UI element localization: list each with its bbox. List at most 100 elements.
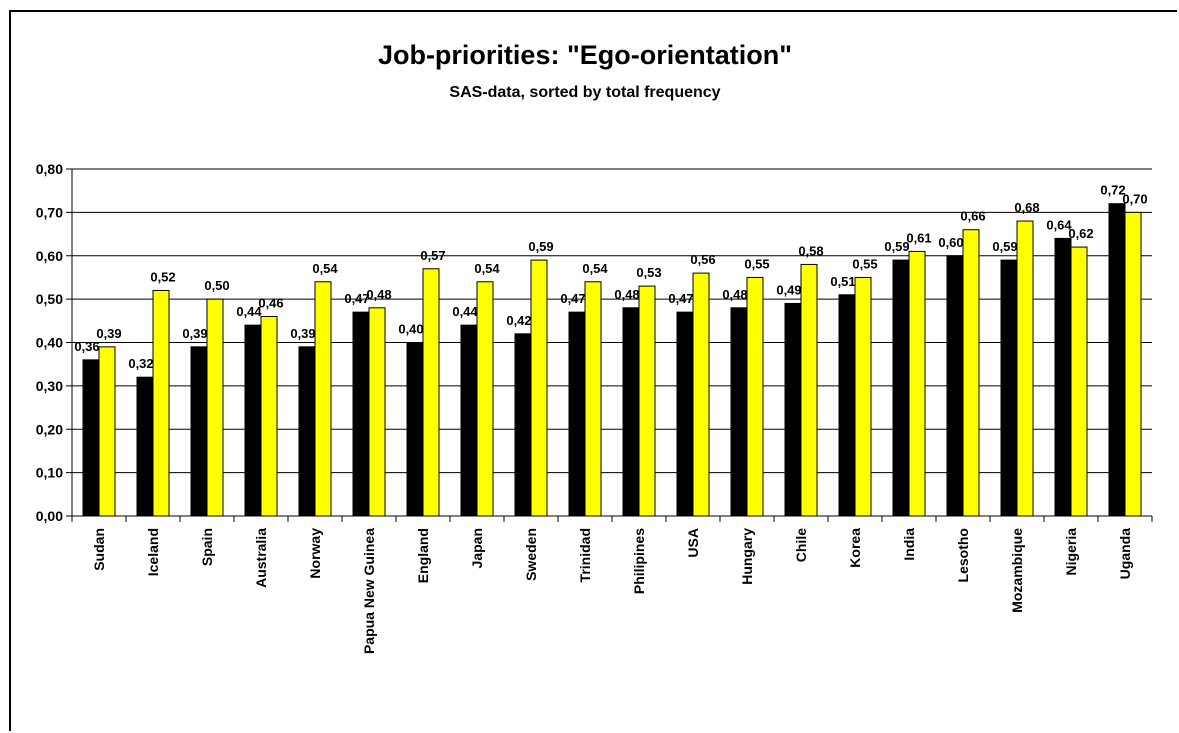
category-label: Philipines bbox=[631, 528, 647, 594]
bar-black-india bbox=[892, 259, 910, 517]
bar-yellow-iceland bbox=[152, 289, 170, 517]
chart-subtitle: SAS-data, sorted by total frequency bbox=[449, 84, 720, 101]
bar-black-japan bbox=[460, 324, 478, 517]
data-label: 0,42 bbox=[506, 313, 531, 328]
category-label: Trinidad bbox=[577, 528, 593, 582]
data-label: 0,61 bbox=[906, 230, 931, 245]
bar-yellow-norway bbox=[314, 281, 332, 517]
data-label: 0,55 bbox=[744, 256, 769, 271]
data-label: 0,39 bbox=[96, 326, 121, 341]
y-tick-label: 0,10 bbox=[36, 465, 63, 481]
data-label: 0,36 bbox=[74, 339, 99, 354]
bar-black-mozambique bbox=[1000, 259, 1018, 517]
category-label: Mozambique bbox=[1009, 528, 1025, 613]
bar-black-australia bbox=[244, 324, 262, 517]
bar-black-sudan bbox=[82, 359, 100, 517]
data-label: 0,55 bbox=[852, 256, 877, 271]
data-label: 0,68 bbox=[1014, 200, 1039, 215]
data-label: 0,66 bbox=[960, 209, 985, 224]
category-label: Iceland bbox=[145, 528, 161, 576]
data-label: 0,48 bbox=[722, 287, 747, 302]
y-tick-label: 0,50 bbox=[36, 291, 63, 307]
data-label: 0,47 bbox=[668, 291, 693, 306]
gridlines bbox=[72, 168, 1152, 474]
bar-black-trinidad bbox=[568, 311, 586, 517]
data-label: 0,39 bbox=[290, 326, 315, 341]
data-label: 0,54 bbox=[474, 261, 500, 276]
bar-black-sweden bbox=[514, 333, 532, 517]
data-label: 0,40 bbox=[398, 322, 423, 337]
chart-frame bbox=[9, 10, 1177, 731]
category-label: Hungary bbox=[739, 528, 755, 585]
data-label: 0,50 bbox=[204, 278, 229, 293]
data-labels: 0,360,390,320,520,390,500,440,460,390,54… bbox=[74, 183, 1147, 372]
bar-black-korea bbox=[838, 294, 856, 517]
data-label: 0,49 bbox=[776, 282, 801, 297]
bar-yellow-spain bbox=[206, 298, 224, 517]
data-label: 0,59 bbox=[992, 239, 1017, 254]
data-label: 0,44 bbox=[236, 304, 262, 319]
category-labels: Sudan Iceland Spain Australia Norway Papua Ne… bbox=[91, 528, 1133, 654]
category-label: India bbox=[901, 528, 917, 561]
bar-yellow-sweden bbox=[530, 259, 548, 517]
data-label: 0,47 bbox=[560, 291, 585, 306]
bar-yellow-usa bbox=[692, 272, 710, 517]
data-label: 0,54 bbox=[312, 261, 338, 276]
category-label: Spain bbox=[199, 528, 215, 566]
bar-yellow-england bbox=[422, 268, 440, 517]
category-label: Chile bbox=[793, 528, 809, 562]
category-label: Norway bbox=[307, 528, 323, 579]
data-label: 0,58 bbox=[798, 243, 823, 258]
axes bbox=[66, 168, 1153, 522]
bar-yellow-australia bbox=[260, 315, 278, 517]
bar-black-hungary bbox=[730, 307, 748, 517]
bar-black-spain bbox=[190, 346, 208, 517]
data-label: 0,60 bbox=[938, 235, 963, 250]
data-label: 0,54 bbox=[582, 261, 608, 276]
category-label: Sweden bbox=[523, 528, 539, 581]
bar-black-lesotho bbox=[946, 255, 964, 517]
bar-yellow-chile bbox=[800, 263, 818, 517]
bar-black-iceland bbox=[136, 376, 154, 517]
bar-black-nigeria bbox=[1054, 237, 1072, 517]
y-tick-label: 0,80 bbox=[36, 161, 63, 177]
bar-black-papua-new-guinea bbox=[352, 311, 370, 517]
bar-yellow-hungary bbox=[746, 276, 764, 517]
data-label: 0,52 bbox=[150, 269, 175, 284]
bar-black-norway bbox=[298, 346, 316, 517]
data-label: 0,51 bbox=[830, 274, 855, 289]
y-tick-label: 0,60 bbox=[36, 248, 63, 264]
data-label: 0,48 bbox=[366, 287, 391, 302]
bar-yellow-papua-new-guinea bbox=[368, 307, 386, 517]
category-label: Papua New Guinea bbox=[361, 528, 377, 654]
y-tick-label: 0,20 bbox=[36, 421, 63, 437]
data-label: 0,56 bbox=[690, 252, 715, 267]
data-label: 0,59 bbox=[528, 239, 553, 254]
data-label: 0,64 bbox=[1046, 217, 1072, 232]
bar-black-uganda bbox=[1108, 203, 1126, 517]
data-label: 0,53 bbox=[636, 265, 661, 280]
data-label: 0,59 bbox=[884, 239, 909, 254]
data-label: 0,48 bbox=[614, 287, 639, 302]
bar-yellow-trinidad bbox=[584, 281, 602, 517]
category-label: Japan bbox=[469, 528, 485, 568]
data-label: 0,70 bbox=[1122, 191, 1147, 206]
category-label: Nigeria bbox=[1063, 528, 1079, 576]
bar-yellow-india bbox=[908, 250, 926, 517]
category-label: Lesotho bbox=[955, 528, 971, 582]
bar-black-chile bbox=[784, 302, 802, 517]
y-tick-label: 0,70 bbox=[36, 204, 63, 220]
bar-yellow-japan bbox=[476, 281, 494, 517]
data-label: 0,72 bbox=[1100, 183, 1125, 198]
bar-yellow-uganda bbox=[1124, 211, 1142, 517]
bar-yellow-lesotho bbox=[962, 229, 980, 517]
data-label: 0,47 bbox=[344, 291, 369, 306]
bar-black-usa bbox=[676, 311, 694, 517]
data-label: 0,62 bbox=[1068, 226, 1093, 241]
bar-yellow-korea bbox=[854, 276, 872, 517]
data-label: 0,44 bbox=[452, 304, 478, 319]
bar-yellow-mozambique bbox=[1016, 220, 1034, 517]
bar-yellow-philipines bbox=[638, 285, 656, 517]
y-tick-label: 0,00 bbox=[36, 508, 63, 524]
bar-yellow-nigeria bbox=[1070, 246, 1088, 517]
